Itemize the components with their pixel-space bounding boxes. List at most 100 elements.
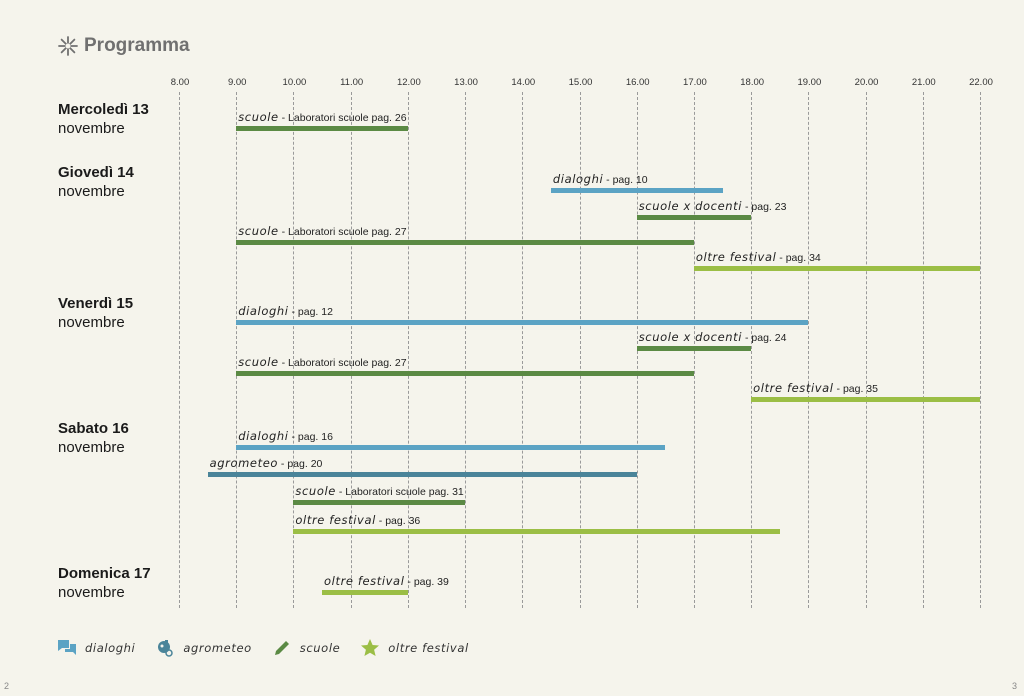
event-label: oltre festival - pag. 36: [295, 513, 420, 527]
event-category: oltre festival: [695, 250, 777, 264]
event-page-ref: - pag. 34: [776, 252, 821, 264]
event-bar-oltre: [293, 529, 780, 534]
event-category: oltre festival: [753, 381, 834, 395]
grid-line: [407, 92, 409, 608]
event-label: dialoghi - pag. 10: [553, 172, 648, 186]
page-number-right: 3: [1012, 681, 1018, 691]
pencil-icon: [274, 641, 289, 655]
event-bar-scuole: [236, 126, 408, 131]
event-label: agrometeo - pag. 20: [210, 456, 323, 470]
event-category: scuole: [238, 355, 279, 369]
grid-line: [465, 92, 467, 608]
event-bar-dialoghi: [236, 320, 809, 325]
event-page-ref: - Laboratori scuole pag. 27: [278, 357, 407, 369]
event-bar-scuole: [636, 215, 752, 220]
event-label: oltre festival - pag. 35: [753, 381, 878, 395]
grid-line: [922, 92, 924, 608]
event-category: dialoghi: [238, 304, 289, 318]
event-page-ref: - pag. 39: [404, 576, 449, 588]
asterisk-icon: [58, 36, 78, 56]
event-bar-scuole: [236, 371, 694, 376]
legend: dialoghi agrometeo scuole oltre festival: [57, 638, 483, 658]
x-tick-label: 15.00: [568, 77, 593, 88]
x-tick-label: 22.00: [969, 77, 993, 88]
event-category: dialoghi: [552, 172, 604, 186]
event-bar-scuole: [236, 240, 694, 245]
x-tick-label: 19.00: [797, 77, 822, 88]
event-page-ref: - pag. 10: [603, 174, 648, 186]
day-label: Mercoledì 13 novembre: [58, 100, 149, 138]
x-tick-label: 11.00: [340, 77, 364, 88]
page-title: Programma: [58, 35, 190, 57]
day-name: Venerdì 15: [58, 295, 134, 312]
event-page-ref: - pag. 23: [742, 201, 787, 213]
x-tick-label: 21.00: [911, 77, 936, 88]
legend-item-scuole: scuole: [272, 638, 341, 658]
event-bar-scuole: [293, 500, 466, 505]
day-label: Domenica 17 novembre: [58, 564, 151, 602]
event-page-ref: - Laboratori scuole pag. 31: [335, 486, 464, 498]
day-month: novembre: [58, 183, 125, 200]
grid-line: [980, 92, 981, 608]
grid-line: [236, 92, 238, 608]
x-tick-label: 10.00: [282, 77, 307, 88]
event-bar-agrometeo: [207, 472, 637, 477]
event-page-ref: - pag. 12: [288, 306, 333, 318]
day-month: novembre: [58, 439, 125, 456]
day-label: Venerdì 15 novembre: [58, 294, 133, 332]
event-label: scuole x docenti - pag. 23: [639, 199, 787, 213]
star-icon: [361, 639, 380, 656]
event-label: scuole - Laboratori scuole pag. 31: [295, 484, 463, 498]
event-page-ref: - pag. 36: [375, 515, 421, 527]
day-name: Domenica 17: [58, 565, 151, 582]
x-tick-label: 14.00: [511, 77, 536, 88]
event-label: dialoghi - pag. 12: [238, 304, 333, 318]
event-bar-oltre: [322, 590, 408, 595]
day-month: novembre: [58, 120, 125, 137]
x-tick-label: 20.00: [854, 77, 879, 88]
legend-item-oltre-festival: oltre festival: [360, 638, 468, 658]
day-month: novembre: [58, 584, 125, 601]
day-label: Giovedì 14 novembre: [58, 163, 134, 201]
grid-line: [522, 92, 524, 608]
speech-bubbles-icon: [58, 640, 76, 655]
event-category: scuole: [295, 484, 336, 498]
x-tick-label: 8.00: [170, 77, 190, 88]
event-label: dialoghi - pag. 16: [238, 429, 333, 443]
page-number-left: 2: [4, 681, 10, 691]
event-category: oltre festival: [295, 513, 376, 527]
event-bar-oltre: [751, 397, 980, 402]
event-page-ref: - Laboratori scuole pag. 27: [278, 226, 407, 238]
x-tick-label: 18.00: [740, 77, 765, 88]
event-page-ref: - pag. 16: [288, 431, 333, 443]
event-page-ref: - pag. 24: [742, 332, 787, 344]
grid-line: [579, 92, 581, 608]
event-category: scuole x docenti: [638, 199, 743, 213]
event-category: scuole: [238, 110, 279, 124]
day-month: novembre: [58, 314, 125, 331]
event-bar-dialoghi: [236, 445, 666, 450]
event-page-ref: - pag. 35: [833, 383, 878, 395]
event-label: scuole - Laboratori scuole pag. 27: [238, 224, 406, 238]
legend-item-dialoghi: dialoghi: [57, 638, 135, 658]
x-tick-label: 9.00: [227, 77, 247, 88]
event-label: oltre festival - pag. 34: [696, 250, 821, 264]
event-page-ref: - pag. 20: [278, 458, 323, 470]
page-title-text: Programma: [84, 35, 190, 56]
grid-line: [808, 92, 810, 608]
event-page-ref: - Laboratori scuole pag. 26: [278, 112, 407, 124]
event-category: dialoghi: [238, 429, 289, 443]
day-name: Mercoledì 13: [58, 101, 149, 118]
grid-line: [179, 92, 180, 608]
event-category: agrometeo: [209, 456, 279, 470]
x-tick-label: 17.00: [683, 77, 707, 88]
event-bar-scuole: [636, 346, 752, 351]
event-label: scuole - Laboratori scuole pag. 26: [238, 110, 406, 124]
legend-item-agrometeo: agrometeo: [155, 638, 251, 658]
x-tick-label: 12.00: [396, 77, 421, 88]
event-label: scuole - Laboratori scuole pag. 27: [238, 355, 406, 369]
weather-icon: [158, 640, 174, 657]
grid-line: [751, 92, 753, 608]
event-category: scuole: [238, 224, 279, 238]
day-label: Sabato 16 novembre: [58, 419, 129, 457]
